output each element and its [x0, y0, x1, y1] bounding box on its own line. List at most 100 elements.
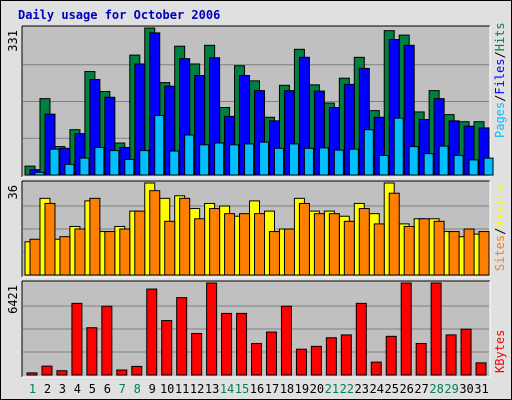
bar-sites-day-7 — [119, 228, 131, 276]
bar-kbytes-day-7 — [116, 369, 128, 376]
bar-kbytes-day-12 — [191, 332, 203, 376]
bar-pages-day-21 — [333, 149, 344, 176]
bar-pages-day-10 — [169, 150, 180, 176]
bar-sites-day-27 — [418, 218, 430, 276]
legend-hits: Hits — [493, 22, 507, 51]
bar-pages-day-24 — [378, 154, 389, 176]
bar-kbytes-day-6 — [101, 305, 113, 376]
x-tick-day-1: 1 — [29, 382, 36, 396]
bar-kbytes-day-18 — [280, 305, 292, 376]
bar-pages-day-5 — [94, 146, 105, 176]
bar-pages-day-8 — [139, 150, 150, 176]
bar-pages-day-28 — [438, 145, 449, 176]
x-tick-day-24: 24 — [370, 382, 384, 396]
x-tick-day-23: 23 — [355, 382, 369, 396]
bar-kbytes-day-16 — [251, 342, 263, 376]
x-tick-day-15: 15 — [235, 382, 249, 396]
legend-kbytes: KBytes — [493, 330, 507, 373]
x-tick-day-8: 8 — [134, 382, 141, 396]
bar-kbytes-day-8 — [131, 365, 143, 376]
x-tick-day-3: 3 — [59, 382, 66, 396]
bar-sites-day-26 — [403, 225, 415, 276]
x-tick-day-20: 20 — [310, 382, 324, 396]
x-tick-day-30: 30 — [459, 382, 473, 396]
bar-pages-day-26 — [408, 146, 419, 176]
bar-sites-day-3 — [59, 236, 71, 276]
bar-pages-day-12 — [199, 144, 210, 176]
bar-pages-day-30 — [468, 159, 479, 176]
bar-sites-day-1 — [29, 238, 41, 276]
x-tick-day-31: 31 — [474, 382, 488, 396]
bar-kbytes-day-19 — [295, 348, 307, 376]
bar-pages-day-13 — [214, 142, 225, 176]
bar-sites-day-11 — [179, 197, 191, 276]
bar-kbytes-day-3 — [56, 370, 68, 376]
chart-title: Daily usage for October 2006 — [18, 8, 220, 22]
bar-sites-day-29 — [448, 231, 460, 276]
bar-sites-day-2 — [44, 202, 56, 276]
y-max-label: 36 — [6, 185, 20, 199]
bar-pages-day-7 — [124, 158, 135, 176]
legend-slash: / — [493, 51, 507, 58]
x-tick-day-4: 4 — [74, 382, 81, 396]
bar-kbytes-day-20 — [310, 345, 322, 376]
bar-pages-day-22 — [348, 148, 359, 176]
bar-sites-day-17 — [268, 231, 280, 276]
bar-sites-day-21 — [328, 213, 340, 276]
bar-kbytes-day-24 — [370, 361, 382, 376]
bar-sites-day-16 — [254, 213, 266, 276]
bar-kbytes-day-28 — [430, 282, 442, 376]
bar-kbytes-day-22 — [340, 334, 352, 376]
x-tick-day-7: 7 — [119, 382, 126, 396]
bar-kbytes-day-1 — [26, 372, 38, 376]
bar-kbytes-day-14 — [221, 312, 233, 376]
bar-pages-day-14 — [229, 144, 240, 176]
x-tick-day-29: 29 — [444, 382, 458, 396]
bar-sites-day-30 — [463, 228, 475, 276]
bar-pages-day-19 — [303, 147, 314, 176]
legend-visits: Visits — [493, 184, 507, 227]
bar-kbytes-day-2 — [41, 365, 53, 376]
bar-kbytes-day-27 — [415, 342, 427, 376]
x-tick-day-16: 16 — [250, 382, 264, 396]
x-tick-day-28: 28 — [429, 382, 443, 396]
x-tick-day-14: 14 — [220, 382, 234, 396]
bar-pages-day-25 — [393, 117, 404, 176]
bar-sites-day-19 — [298, 202, 310, 276]
bar-pages-day-16 — [259, 141, 270, 176]
bar-kbytes-day-11 — [176, 297, 188, 376]
x-tick-day-12: 12 — [190, 382, 204, 396]
bar-sites-day-4 — [74, 228, 86, 276]
series-legend: KBytes — [493, 330, 507, 373]
bar-pages-day-29 — [453, 154, 464, 176]
bar-kbytes-day-5 — [86, 327, 98, 376]
bar-pages-day-1 — [34, 171, 45, 176]
panel-kbytes: 6421 KBytes — [6, 280, 507, 378]
bar-sites-day-8 — [134, 210, 146, 276]
bar-sites-day-18 — [283, 228, 295, 276]
bar-sites-day-24 — [373, 223, 385, 276]
legend-sites: Sites — [493, 235, 507, 271]
bar-pages-day-18 — [288, 143, 299, 176]
x-tick-day-22: 22 — [340, 382, 354, 396]
x-tick-day-26: 26 — [399, 382, 413, 396]
bar-kbytes-day-13 — [206, 282, 218, 376]
bar-pages-day-2 — [49, 148, 60, 176]
bar-kbytes-day-4 — [71, 302, 83, 376]
bar-kbytes-day-9 — [146, 288, 158, 376]
bar-sites-day-14 — [224, 213, 236, 276]
x-tick-day-10: 10 — [160, 382, 174, 396]
x-tick-day-6: 6 — [104, 382, 111, 396]
bar-pages-day-23 — [363, 129, 374, 176]
bar-sites-day-9 — [149, 190, 161, 276]
bar-kbytes-day-15 — [236, 312, 248, 376]
x-tick-day-18: 18 — [280, 382, 294, 396]
x-tick-day-21: 21 — [325, 382, 339, 396]
bar-sites-day-22 — [343, 220, 355, 276]
bar-kbytes-day-25 — [385, 335, 397, 376]
bar-sites-day-10 — [164, 220, 176, 276]
bar-pages-day-17 — [273, 147, 284, 176]
bar-kbytes-day-29 — [445, 334, 457, 376]
x-tick-day-17: 17 — [265, 382, 279, 396]
